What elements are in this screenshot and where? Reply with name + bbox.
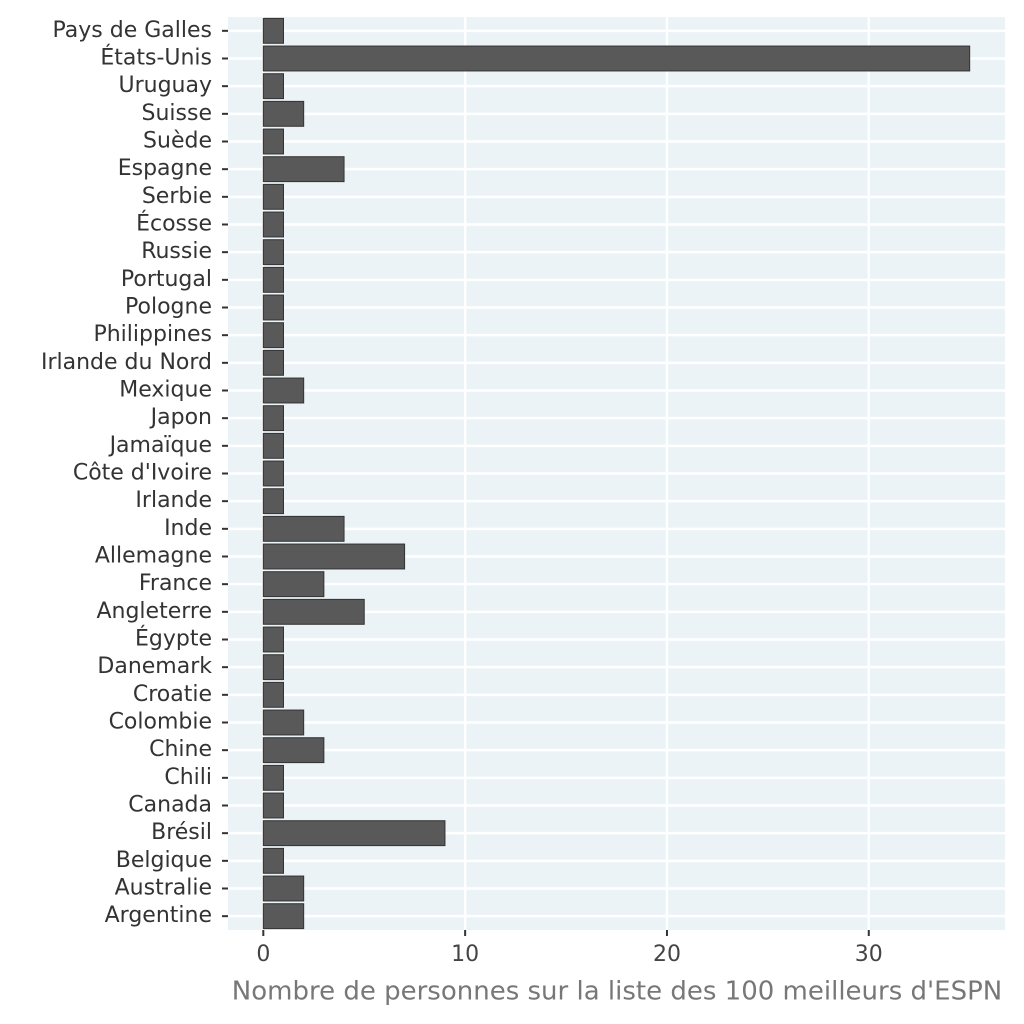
y-tick-label: Côte d'Ivoire xyxy=(73,461,212,486)
bar xyxy=(262,903,305,930)
y-tick-label: Écosse xyxy=(136,211,212,237)
x-tick-label: 0 xyxy=(256,942,270,967)
bar xyxy=(262,543,406,570)
y-tick-label: Allemagne xyxy=(95,544,212,569)
bar xyxy=(262,405,284,432)
bar xyxy=(262,737,325,764)
bar xyxy=(262,488,284,515)
bar xyxy=(262,515,345,542)
bar xyxy=(262,211,284,238)
y-tick-label: Irlande du Nord xyxy=(41,350,212,375)
x-axis-title: Nombre de personnes sur la liste des 100… xyxy=(232,977,1002,1007)
bar xyxy=(262,73,284,100)
y-tick-label: France xyxy=(139,571,212,596)
bar xyxy=(262,349,284,376)
bar xyxy=(262,875,305,902)
y-tick-label: États-Unis xyxy=(100,45,212,71)
x-tick-label: 20 xyxy=(653,942,681,967)
bar xyxy=(262,128,284,155)
y-tick-label: Croatie xyxy=(133,682,212,707)
y-tick-label: Pologne xyxy=(125,295,212,320)
bar xyxy=(262,322,284,349)
bar xyxy=(262,460,284,487)
bar xyxy=(262,847,284,874)
y-tick-label: Argentine xyxy=(105,903,212,928)
y-tick-label: Danemark xyxy=(97,654,212,679)
y-tick-label: Philippines xyxy=(93,322,212,347)
bar xyxy=(262,17,284,44)
y-tick-label: Mexique xyxy=(119,378,212,403)
y-tick-label: Irlande xyxy=(135,488,212,513)
y-tick-label: Canada xyxy=(128,793,212,818)
y-tick-label: Suède xyxy=(143,129,212,154)
y-tick-label: Portugal xyxy=(121,267,212,292)
bar xyxy=(262,183,284,210)
y-tick-label: Japon xyxy=(149,405,212,430)
y-tick-label: Jamaïque xyxy=(108,433,212,458)
y-tick-label: Égypte xyxy=(135,626,212,652)
bar xyxy=(262,239,284,266)
y-tick-label: Uruguay xyxy=(119,73,213,98)
y-tick-label: Colombie xyxy=(109,710,212,735)
bar xyxy=(262,681,284,708)
y-tick-label: Chine xyxy=(149,737,212,762)
y-tick-label: Chili xyxy=(164,765,212,790)
bar xyxy=(262,764,284,791)
y-tick-label: Serbie xyxy=(142,184,212,209)
x-tick-label: 30 xyxy=(855,942,883,967)
bar xyxy=(262,654,284,681)
y-tick-label: Belgique xyxy=(116,848,212,873)
y-tick-label: Russie xyxy=(141,239,212,264)
x-tick-label: 10 xyxy=(451,942,479,967)
y-tick-label: Australie xyxy=(115,876,212,901)
y-tick-label: Pays de Galles xyxy=(53,18,212,43)
y-tick-label: Suisse xyxy=(142,101,212,126)
y-tick-label: Angleterre xyxy=(96,599,212,624)
y-tick-label: Brésil xyxy=(151,820,212,845)
bar xyxy=(262,598,365,625)
y-tick-label: Espagne xyxy=(118,156,212,181)
bar xyxy=(262,156,345,183)
bar xyxy=(262,432,284,459)
bar xyxy=(262,266,284,293)
bar xyxy=(262,294,284,321)
bar xyxy=(262,571,325,598)
bar xyxy=(262,45,971,72)
bar xyxy=(262,792,284,819)
y-tick-label: Inde xyxy=(164,516,212,541)
bar xyxy=(262,709,305,736)
bar xyxy=(262,626,284,653)
bar xyxy=(262,820,446,847)
bar xyxy=(262,377,305,404)
bar xyxy=(262,100,305,127)
